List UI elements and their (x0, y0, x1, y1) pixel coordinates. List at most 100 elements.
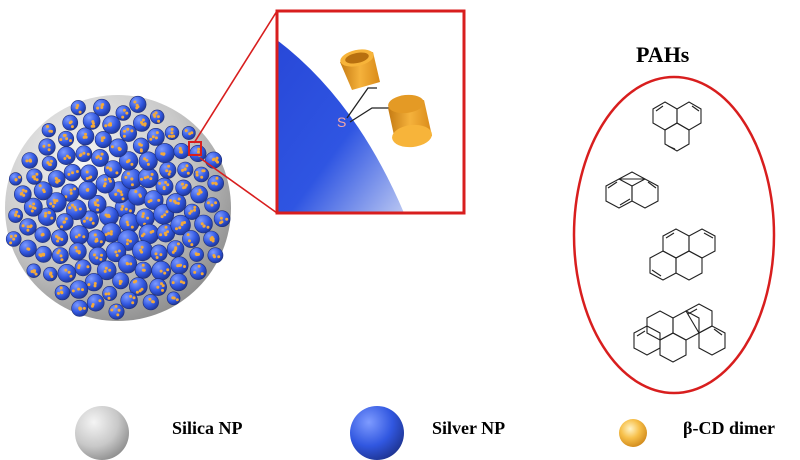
cd-dimer-dot (22, 193, 26, 197)
cd-dimer-dot (91, 221, 95, 225)
pahs-ellipse (572, 75, 776, 395)
silver-nanoparticle (170, 214, 191, 236)
cd-dimer-dot (149, 230, 153, 234)
cd-dimer-dot (120, 207, 124, 211)
cd-dimer-dot (181, 182, 184, 186)
cd-dimer-dot (84, 132, 87, 136)
cd-dimer-dot (85, 170, 89, 174)
cd-dimer-dot (190, 209, 193, 213)
cd-dimer-dot (139, 148, 143, 152)
cd-dimer-dot (82, 306, 86, 310)
cd-dimer-dot (186, 171, 190, 175)
cd-dimer-dot (196, 192, 200, 196)
cd-dimer-dot (73, 187, 77, 191)
cd-dimer-dot (176, 201, 180, 205)
cd-dimer-dot (119, 190, 123, 194)
cd-dimer-dot (143, 157, 147, 161)
cd-dimer-dot (175, 298, 179, 302)
cd-dimer-dot (41, 252, 45, 256)
cd-dimer-dot (114, 304, 118, 308)
cd-dimer-dot (193, 205, 197, 209)
silver-nanoparticle (88, 246, 108, 266)
cd-dimer-dot (179, 149, 183, 152)
cd-dimer-dot (120, 193, 124, 197)
cd-dimer-dot (62, 220, 66, 224)
silver-nanoparticle (169, 273, 188, 292)
cd-dimer-dot (170, 127, 174, 131)
pyrene-structure (649, 228, 716, 281)
cd-dimer-dot (118, 279, 122, 283)
cd-dimer-dot (28, 204, 32, 208)
cd-dimer-dot (176, 264, 180, 268)
cd-dimer-dot (118, 282, 122, 285)
silver-nanoparticle (143, 190, 164, 210)
cd-dimer-dot (163, 213, 167, 217)
cd-dimer-dot (154, 136, 158, 140)
cd-dimer-dot (59, 254, 63, 258)
cd-dimer-dot (130, 225, 134, 229)
cd-dimer-dot (101, 103, 105, 106)
cd-dimer-dot (100, 106, 104, 109)
cd-dimer-dot (95, 198, 99, 202)
cd-dimer-dot (185, 164, 189, 168)
cd-dimer-dot (77, 233, 81, 237)
cd-dimer-dot (74, 208, 78, 212)
cd-dimer-dot (104, 266, 108, 270)
cd-dimer-dot (100, 152, 104, 156)
linker-lower (349, 107, 391, 123)
cd-dimer-sphere-icon (619, 419, 647, 447)
cd-dimer-dot (69, 274, 73, 278)
cd-dimer-dot (143, 176, 147, 180)
cd-dimer-dot (172, 134, 176, 138)
silver-surface-wedge (277, 40, 404, 213)
cd-dimer-dot (170, 131, 174, 135)
cd-dimer-dot (126, 127, 130, 131)
cd-dimer-dot (56, 236, 60, 240)
silica-sphere-icon (75, 406, 129, 460)
cd-dimer-dot (20, 191, 24, 195)
silver-nanoparticle (37, 207, 57, 227)
cd-dimer-dot (93, 282, 97, 285)
cd-dimer-dot (26, 225, 30, 229)
cd-dimer-dot (121, 115, 125, 119)
cd-dimer-dot (169, 199, 173, 202)
cd-dimer-dot (174, 246, 178, 250)
cd-dimer-dot (50, 275, 54, 278)
cd-dimer-dot (93, 201, 97, 205)
cd-dimer-dot (149, 137, 153, 141)
cd-dimer-dot (95, 239, 99, 243)
cd-dimer-dot (124, 175, 128, 179)
cd-dimer-dot (211, 181, 215, 185)
silver-sphere-icon (350, 406, 404, 460)
zoom-source-box (188, 141, 202, 156)
cd-dimer-dot (91, 122, 95, 125)
cd-dimer-dot (167, 172, 171, 176)
cd-dimer-dot (69, 139, 72, 143)
cd-dimer-dot (65, 137, 69, 141)
silver-nanoparticle (84, 273, 103, 292)
cd-dimer-dot (129, 262, 133, 266)
cd-dimer-dot (154, 111, 158, 115)
zoom-inset-frame (275, 9, 466, 215)
cd-dimer-dot (182, 281, 186, 285)
cd-dimer-dot (165, 210, 169, 214)
cd-dimer-dot (193, 208, 196, 212)
cd-dimer-dot (140, 121, 143, 124)
cd-dimer-dot (217, 255, 221, 259)
cd-dimer-dot (35, 172, 39, 176)
cd-dimer-dot (78, 207, 82, 211)
cd-dimer-dot (146, 175, 150, 179)
cd-dimer-dot (15, 210, 19, 214)
cd-dimer-dot (165, 169, 169, 173)
cd-dimer-dot (116, 313, 120, 317)
cd-dimer-dot (77, 287, 81, 291)
cd-dimer-dot (90, 304, 94, 308)
cd-dimer-dot (89, 218, 93, 222)
cd-dimer-dot (99, 240, 103, 244)
cd-dimer-dot (104, 213, 108, 217)
cd-dimer-dot (32, 175, 36, 179)
cd-dimer-dot (159, 269, 163, 273)
cd-cone-lower (388, 94, 432, 148)
cd-dimer-dot (57, 291, 60, 295)
